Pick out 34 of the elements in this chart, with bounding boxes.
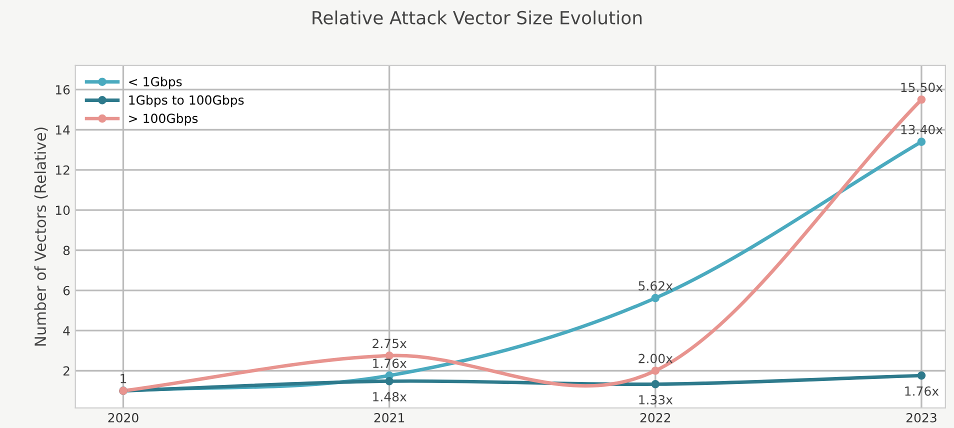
- y-tick-label: 8: [63, 246, 70, 256]
- x-tick-label: 2022: [640, 412, 670, 422]
- point: [385, 377, 394, 386]
- data-label: 1: [120, 374, 126, 384]
- y-tick-label: 6: [63, 286, 70, 296]
- y-tick-label: 16: [56, 85, 70, 95]
- data-label: 1.33x: [639, 395, 673, 404]
- data-label: 13.40x: [901, 124, 943, 134]
- point: [651, 366, 660, 375]
- point: [917, 95, 926, 104]
- x-tick-label: 2021: [374, 412, 404, 422]
- data-label: 1.76x: [373, 358, 407, 368]
- x-tick-label: 2023: [906, 412, 936, 422]
- y-tick-label: 2: [63, 366, 70, 376]
- point: [917, 138, 926, 146]
- data-label: 2.75x: [372, 338, 407, 348]
- point: [651, 380, 660, 388]
- y-tick-label: 10: [56, 206, 70, 215]
- y-tick-label: 4: [63, 326, 70, 336]
- legend-label: > 100Gbps: [129, 113, 198, 126]
- point: [651, 294, 660, 302]
- legend-label: < 1Gbps: [129, 76, 182, 89]
- legend-label: 1Gbps to 100Gbps: [129, 95, 244, 108]
- y-tick-label: 14: [56, 125, 70, 134]
- y-axis-title: Number of Vectors (Relative): [34, 128, 48, 346]
- point: [917, 371, 926, 380]
- data-label: 1.48x: [373, 392, 407, 402]
- data-label: 5.62x: [638, 281, 673, 291]
- data-label: 2.00x: [638, 354, 673, 364]
- data-label: 15.50x: [901, 82, 943, 92]
- x-tick-label: 2020: [108, 412, 138, 422]
- data-label: 1.76x: [905, 386, 939, 396]
- chart-title: Relative Attack Vector Size Evolution: [312, 10, 642, 24]
- y-tick-label: 12: [56, 165, 70, 175]
